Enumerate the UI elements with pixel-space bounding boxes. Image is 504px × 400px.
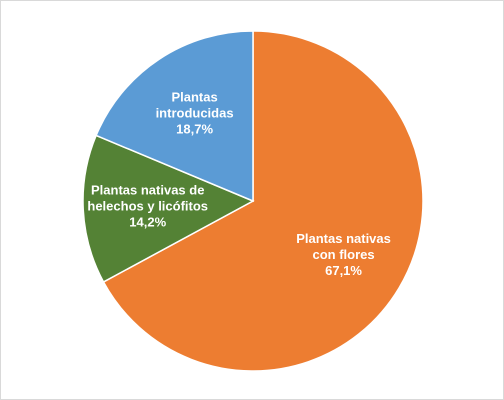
slice-name-line: con flores	[312, 247, 374, 262]
slice-label-0: Plantas nativas con flores 67,1%	[296, 231, 391, 278]
slice-value-label: 18,7%	[176, 121, 213, 136]
slice-label-1: Plantas nativas de helechos y licófitos 14…	[87, 182, 208, 229]
pie-slice-1	[82, 134, 255, 283]
slice-value-label: 67,1%	[325, 263, 362, 278]
slice-name-line: helechos y licófitos	[87, 198, 208, 213]
slice-name-line: Plantas nativas	[296, 231, 391, 246]
slice-label-2: Plantas introducidas 18,7%	[156, 89, 234, 136]
slice-name-line: Plantas nativas de	[91, 182, 204, 197]
pie-slice-2	[95, 30, 254, 203]
slice-value-label: 14,2%	[129, 214, 166, 229]
slice-name-line: introducidas	[156, 105, 234, 120]
slice-name-line: Plantas	[171, 89, 217, 104]
pie-slice-0	[102, 30, 424, 372]
